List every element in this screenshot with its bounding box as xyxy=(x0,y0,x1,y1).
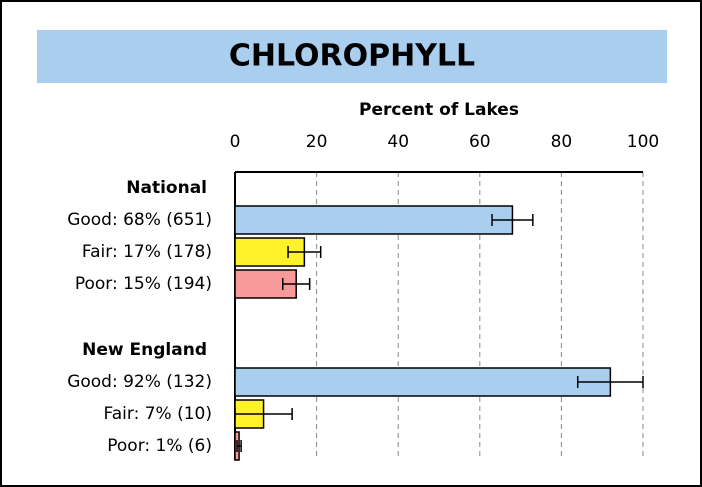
x-tick-label: 100 xyxy=(627,132,659,152)
x-tick-label: 0 xyxy=(230,132,241,152)
chart-title: CHLOROPHYLL xyxy=(229,39,475,74)
bar xyxy=(234,367,612,397)
bar xyxy=(234,205,514,235)
x-tick-label: 40 xyxy=(387,132,409,152)
group-label: New England xyxy=(82,340,207,360)
x-tick-label: 80 xyxy=(551,132,573,152)
x-tick-label: 20 xyxy=(306,132,328,152)
category-label: Fair: 7% (10) xyxy=(104,404,212,424)
group-label: National xyxy=(126,178,207,198)
category-label: Poor: 1% (6) xyxy=(107,436,212,456)
title-banner xyxy=(37,30,667,83)
x-axis-label: Percent of Lakes xyxy=(359,100,519,120)
x-tick-label: 60 xyxy=(469,132,491,152)
category-label: Good: 92% (132) xyxy=(67,372,212,392)
category-label: Good: 68% (651) xyxy=(67,210,212,230)
category-label: Fair: 17% (178) xyxy=(82,242,212,262)
category-label: Poor: 15% (194) xyxy=(75,274,212,294)
